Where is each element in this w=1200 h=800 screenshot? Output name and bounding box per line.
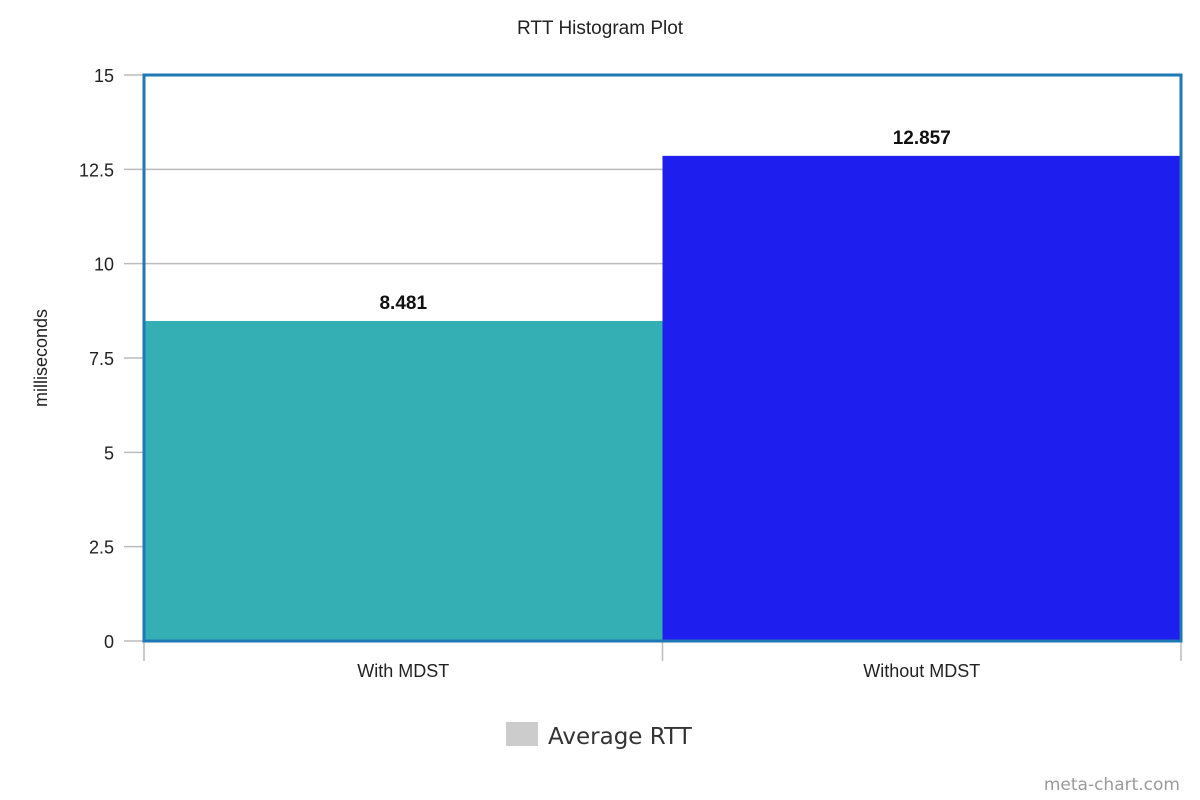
- y-axis-title: milliseconds: [31, 309, 51, 407]
- legend[interactable]: Average RTT: [506, 722, 693, 750]
- y-axis-ticks: 0 2.5 5 7.5 10 12.5 15: [79, 66, 144, 652]
- data-label: 12.857: [893, 128, 951, 149]
- y-tick-label: 12.5: [79, 160, 114, 180]
- x-tick-label: With MDST: [357, 661, 449, 681]
- data-labels: 8.481 12.857: [379, 128, 950, 314]
- y-tick-label: 0: [104, 632, 114, 652]
- y-tick-label: 15: [94, 66, 114, 86]
- bar-without-mdst[interactable]: [662, 155, 1182, 641]
- y-tick-label: 10: [94, 255, 114, 275]
- plot-area-border: [142, 73, 1183, 643]
- y-tick-label: 5: [104, 443, 114, 463]
- chart-title: RTT Histogram Plot: [517, 18, 684, 39]
- legend-label[interactable]: Average RTT: [548, 724, 693, 750]
- bar-with-mdst[interactable]: [144, 320, 663, 641]
- y-tick-label: 2.5: [89, 538, 114, 558]
- x-axis-ticks: With MDST Without MDST: [143, 641, 1182, 681]
- y-tick-label: 7.5: [89, 349, 114, 369]
- data-label: 8.481: [379, 293, 427, 314]
- bars: [144, 155, 1182, 641]
- legend-swatch[interactable]: [506, 722, 538, 746]
- credit-text: meta-chart.com: [1044, 775, 1180, 795]
- x-tick-label: Without MDST: [863, 661, 980, 681]
